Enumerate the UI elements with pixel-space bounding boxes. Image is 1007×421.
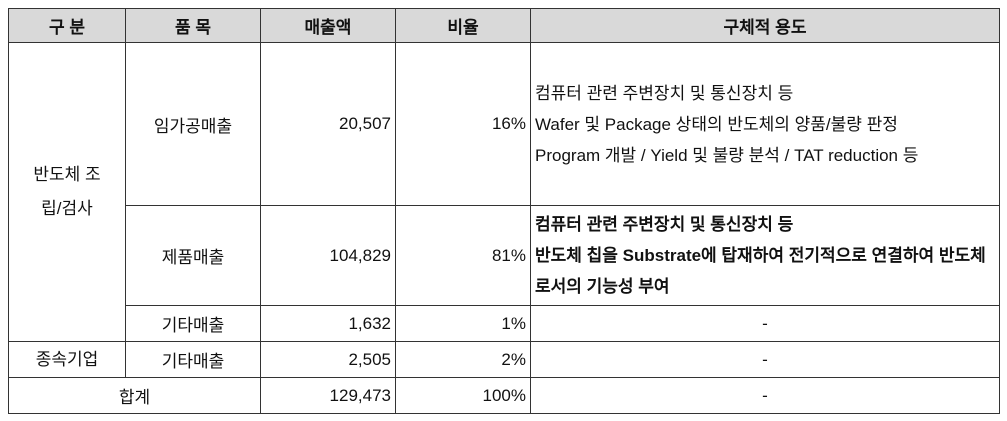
group-cell: 반도체 조립/검사 bbox=[8, 42, 126, 342]
table-row: 반도체 조립/검사 임가공매출 20,507 16% 컴퓨터 관련 주변장치 및 통신장… bbox=[8, 42, 1000, 342]
sales-cell: 104,829 bbox=[260, 205, 396, 306]
use-cell: - bbox=[530, 305, 1000, 342]
item-cell: 임가공매출 bbox=[125, 42, 261, 206]
use-line: 컴퓨터 관련 주변장치 및 통신장치 등 bbox=[535, 215, 794, 234]
sales-cell: 129,473 bbox=[260, 377, 396, 414]
sales-cell: 2,505 bbox=[260, 341, 396, 378]
ratio-cell: 2% bbox=[395, 341, 531, 378]
header-cell: 구체적 용도 bbox=[530, 8, 1000, 43]
use-line: - bbox=[762, 314, 768, 333]
ratio-cell: 100% bbox=[395, 377, 531, 414]
use-line: 컴퓨터 관련 주변장치 및 통신장치 등 bbox=[535, 83, 794, 103]
item-cell: 기타매출 bbox=[125, 305, 261, 342]
use-cell: - bbox=[530, 377, 1000, 414]
ratio-cell: 81% bbox=[395, 205, 531, 306]
ratio-cell: 16% bbox=[395, 42, 531, 206]
use-line: 반도체 칩을 Substrate에 탑재하여 전기적으로 연결하여 반도체로서의… bbox=[535, 246, 986, 296]
header-cell: 매출액 bbox=[260, 8, 396, 43]
item-cell: 제품매출 bbox=[125, 205, 261, 306]
header-cell: 품 목 bbox=[125, 8, 261, 43]
sales-cell: 1,632 bbox=[260, 305, 396, 342]
table-row: 기타매출 1,632 1% - bbox=[9, 305, 1000, 342]
table-row: 종속기업 기타매출 2,505 2% - bbox=[8, 341, 1000, 378]
header-cell: 구 분 bbox=[8, 8, 126, 43]
header-cell: 비율 bbox=[395, 8, 531, 43]
total-label: 합계 bbox=[8, 377, 261, 414]
sales-cell: 20,507 bbox=[260, 42, 396, 206]
table-body: 반도체 조립/검사 임가공매출 20,507 16% 컴퓨터 관련 주변장치 및 통신장… bbox=[8, 42, 1000, 414]
group-cell: 종속기업 bbox=[8, 341, 126, 378]
use-line: - bbox=[762, 386, 768, 405]
use-cell: 컴퓨터 관련 주변장치 및 통신장치 등 Wafer 및 Package 상태의 … bbox=[530, 42, 1000, 206]
use-line: - bbox=[762, 350, 768, 369]
use-cell: - bbox=[530, 341, 1000, 378]
use-line: Wafer 및 Package 상태의 반도체의 양품/불량 판정 bbox=[535, 114, 898, 134]
use-line: Program 개발 / Yield 및 불량 분석 / TAT reducti… bbox=[535, 145, 919, 165]
ratio-cell: 1% bbox=[395, 305, 531, 342]
item-cell: 기타매출 bbox=[125, 341, 261, 378]
table-row: 합계 129,473 100% - bbox=[8, 377, 1000, 414]
